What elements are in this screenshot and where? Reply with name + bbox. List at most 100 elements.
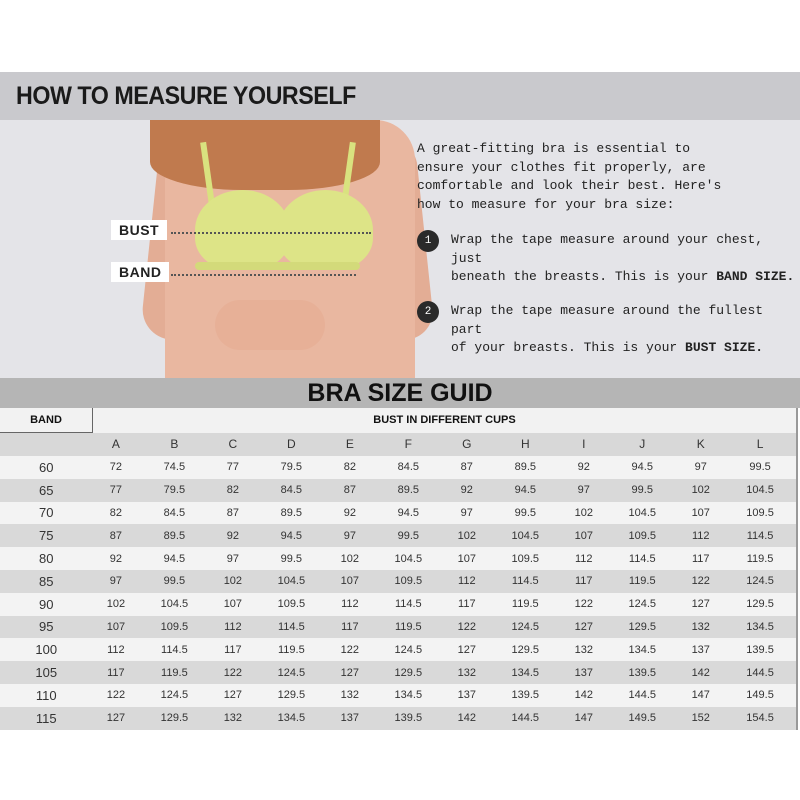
band-size-cell: 115 <box>0 706 93 730</box>
bust-size-cell: 119.5 <box>607 569 678 593</box>
bust-size-cell: 84.5 <box>373 456 444 479</box>
table-row: 90 102 104.5 107 109.5 112 114.5 117 119.5 122 124… <box>0 592 797 616</box>
bust-size-cell: 117 <box>92 661 140 684</box>
table-title: BRA SIZE GUID <box>307 379 493 407</box>
bust-size-cell: 82 <box>92 501 140 525</box>
bust-size-cell: 84.5 <box>139 501 210 525</box>
band-size-cell: 90 <box>0 592 93 616</box>
bust-size-cell: 114.5 <box>139 638 210 662</box>
bust-size-cell: 89.5 <box>373 478 444 502</box>
bust-size-cell: 112 <box>677 524 725 548</box>
cups-header: BUST IN DIFFERENT CUPS <box>92 408 797 433</box>
bust-size-cell: 92 <box>560 456 608 479</box>
bust-size-cell: 99.5 <box>139 569 210 593</box>
section-header: HOW TO MEASURE YOURSELF <box>0 72 800 120</box>
bust-size-cell: 92 <box>443 478 491 502</box>
cup-letter: I <box>560 432 608 456</box>
band-size-cell: 110 <box>0 683 93 707</box>
intro-text: A great-fitting bra is essential to ensur… <box>417 141 722 212</box>
bust-size-cell: 137 <box>326 706 374 730</box>
bust-size-cell: 82 <box>209 478 257 502</box>
bust-size-cell: 109.5 <box>256 592 327 616</box>
bust-size-cell: 94.5 <box>256 524 327 548</box>
bust-size-cell: 77 <box>209 456 257 479</box>
bust-size-cell: 144.5 <box>607 683 678 707</box>
bust-size-cell: 129.5 <box>490 638 561 662</box>
bust-size-cell: 97 <box>560 478 608 502</box>
band-line <box>171 274 356 276</box>
bust-size-cell: 79.5 <box>256 456 327 479</box>
bust-size-cell: 92 <box>209 524 257 548</box>
bust-size-cell: 122 <box>326 638 374 662</box>
bust-size-cell: 104.5 <box>139 592 210 616</box>
bust-size-cell: 77 <box>92 478 140 502</box>
bust-size-cell: 102 <box>92 592 140 616</box>
bust-size-cell: 119.5 <box>256 638 327 662</box>
table-row: 110 122 124.5 127 129.5 132 134.5 137 139.5 142 14… <box>0 683 797 707</box>
bust-size-cell: 87 <box>92 524 140 548</box>
table-row: 60 72 74.5 77 79.5 82 84.5 87 89.5 92 94.5 97 99.5 <box>0 456 797 479</box>
bust-size-cell: 152 <box>677 706 725 730</box>
cup-letter: K <box>677 432 725 456</box>
table-row: 80 92 94.5 97 99.5 102 104.5 107 109.5 112 114.5 11… <box>0 547 797 570</box>
bust-size-cell: 99.5 <box>607 478 678 502</box>
band-size-cell: 100 <box>0 638 93 662</box>
band-size-cell: 85 <box>0 569 93 593</box>
bust-size-cell: 97 <box>92 569 140 593</box>
step-number-icon: 2 <box>417 301 439 323</box>
bust-size-cell: 92 <box>326 501 374 525</box>
bust-size-cell: 147 <box>560 706 608 730</box>
bust-size-cell: 127 <box>443 638 491 662</box>
bust-size-cell: 94.5 <box>139 547 210 570</box>
bust-size-cell: 134.5 <box>256 706 327 730</box>
bust-size-cell: 132 <box>560 638 608 662</box>
bust-size-cell: 137 <box>443 683 491 707</box>
bust-size-cell: 119.5 <box>490 592 561 616</box>
bust-size-cell: 129.5 <box>256 683 327 707</box>
bust-size-cell: 104.5 <box>724 478 797 502</box>
bust-size-cell: 124.5 <box>724 569 797 593</box>
bust-size-cell: 114.5 <box>256 615 327 639</box>
page-title: HOW TO MEASURE YOURSELF <box>16 82 356 110</box>
bust-size-cell: 124.5 <box>607 592 678 616</box>
step-2: 2 Wrap the tape measure around the fulle… <box>417 301 800 358</box>
bust-size-cell: 129.5 <box>607 615 678 639</box>
bust-size-cell: 102 <box>209 569 257 593</box>
bust-size-cell: 112 <box>209 615 257 639</box>
bust-size-cell: 107 <box>560 524 608 548</box>
table-row: 65 77 79.5 82 84.5 87 89.5 92 94.5 97 99.5 102 104.5 <box>0 478 797 502</box>
bust-size-cell: 104.5 <box>490 524 561 548</box>
bust-size-cell: 139.5 <box>724 638 797 662</box>
bust-size-cell: 109.5 <box>139 615 210 639</box>
bust-size-cell: 117 <box>209 638 257 662</box>
bust-size-cell: 129.5 <box>139 706 210 730</box>
bust-size-cell: 89.5 <box>256 501 327 525</box>
bust-size-cell: 122 <box>560 592 608 616</box>
bust-size-cell: 82 <box>326 456 374 479</box>
bust-size-cell: 122 <box>92 683 140 707</box>
bust-size-cell: 119.5 <box>139 661 210 684</box>
bust-size-cell: 102 <box>326 547 374 570</box>
bust-size-cell: 104.5 <box>373 547 444 570</box>
bust-size-cell: 97 <box>677 456 725 479</box>
bust-size-cell: 132 <box>677 615 725 639</box>
step-number-icon: 1 <box>417 230 439 252</box>
bust-size-cell: 117 <box>560 569 608 593</box>
bust-size-cell: 94.5 <box>490 478 561 502</box>
bust-size-cell: 119.5 <box>373 615 444 639</box>
bust-size-cell: 122 <box>677 569 725 593</box>
table-row: 105 117 119.5 122 124.5 127 129.5 132 134.5 137 13… <box>0 661 797 684</box>
table-row: 100 112 114.5 117 119.5 122 124.5 127 129.5 132 13… <box>0 638 797 662</box>
bust-size-cell: 127 <box>92 706 140 730</box>
bust-size-cell: 102 <box>443 524 491 548</box>
cup-letter: J <box>607 432 678 456</box>
cup-letter: A <box>92 432 140 456</box>
measurement-photo: BUST BAND A great-fitting bra is essenti… <box>0 120 800 378</box>
bust-size-cell: 117 <box>677 547 725 570</box>
bust-size-cell: 109.5 <box>373 569 444 593</box>
cup-letter: C <box>209 432 257 456</box>
bust-size-cell: 147 <box>677 683 725 707</box>
table-row: 75 87 89.5 92 94.5 97 99.5 102 104.5 107 109.5 112 1… <box>0 524 797 548</box>
bust-size-cell: 89.5 <box>139 524 210 548</box>
